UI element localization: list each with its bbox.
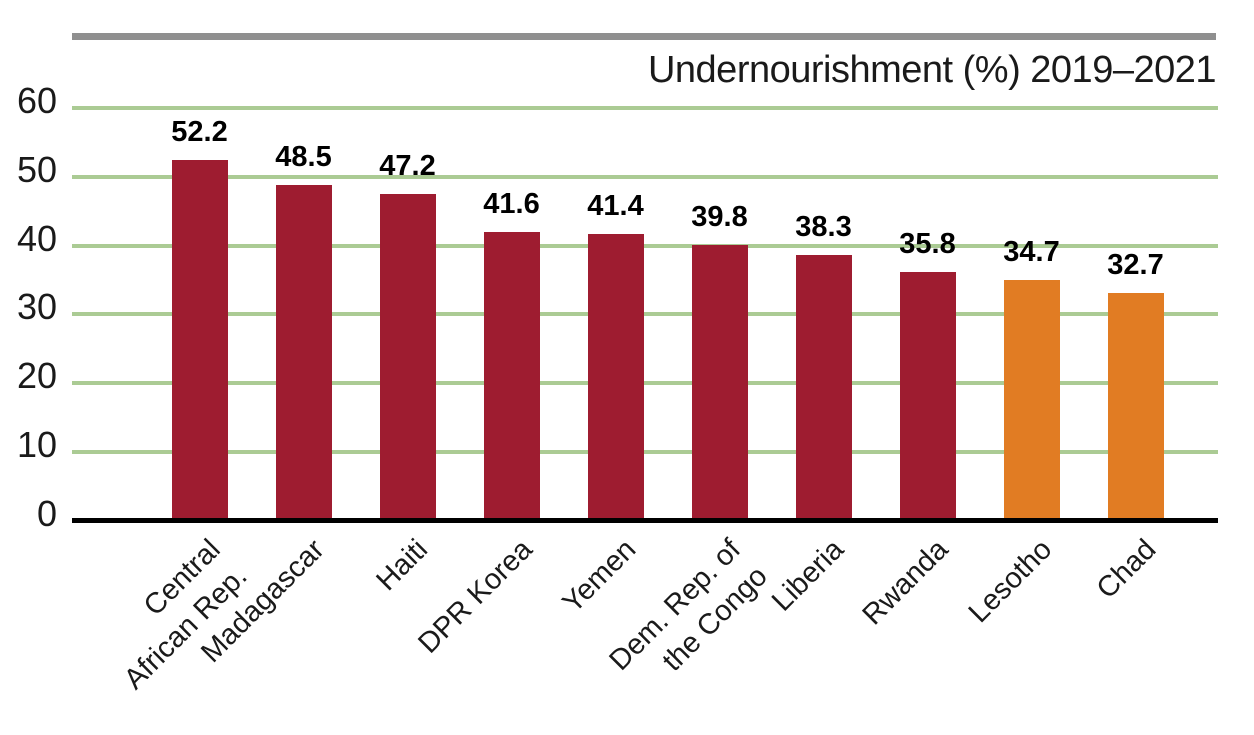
y-tick-label-60: 60 [16,80,57,122]
gridline-y50 [72,175,1218,180]
bar-2 [379,193,436,518]
bar-8 [1003,279,1060,518]
y-tick-label-0: 0 [36,492,57,534]
bar-value-label-7: 35.8 [899,228,956,261]
gridline-y10 [72,449,1218,454]
bar-9 [1107,293,1164,518]
bar-1 [275,184,332,518]
x-tick-label-4: Yemen [556,533,643,620]
bar-value-label-2: 47.2 [379,149,436,182]
bar-value-label-3: 41.6 [483,188,540,221]
chart-title: Undernourishment (%) 2019–2021 [647,49,1217,91]
y-tick-label-10: 10 [16,423,57,465]
bar-7 [899,272,956,518]
bar-value-label-4: 41.4 [587,189,644,222]
bar-4 [587,233,644,518]
y-tick-label-20: 20 [16,355,57,397]
bar-0 [171,159,228,518]
gridline-y20 [72,381,1218,386]
x-axis-line [72,518,1218,523]
gridline-y30 [72,312,1218,317]
y-tick-label-40: 40 [16,217,57,259]
y-tick-label-30: 30 [16,286,57,328]
gridline-y60 [72,106,1218,111]
bar-6 [795,255,852,518]
x-tick-label-6: Liberia [766,533,851,618]
x-tick-label-9: Chad [1090,533,1163,606]
bar-5 [691,244,748,518]
x-tick-label-8: Lesotho [962,533,1059,630]
bar-3 [483,232,540,518]
gridline-y40 [72,243,1218,248]
y-tick-label-50: 50 [16,149,57,191]
x-tick-label-7: Rwanda [856,533,955,632]
bar-value-label-8: 34.7 [1003,235,1060,268]
bar-value-label-6: 38.3 [795,211,852,243]
x-tick-label-2: Haiti [370,533,435,598]
top-rule-divider [72,33,1216,40]
bar-value-label-0: 52.2 [171,115,228,148]
bar-value-label-5: 39.8 [691,200,748,233]
bar-value-label-1: 48.5 [275,140,332,173]
bar-value-label-9: 32.7 [1107,249,1164,282]
